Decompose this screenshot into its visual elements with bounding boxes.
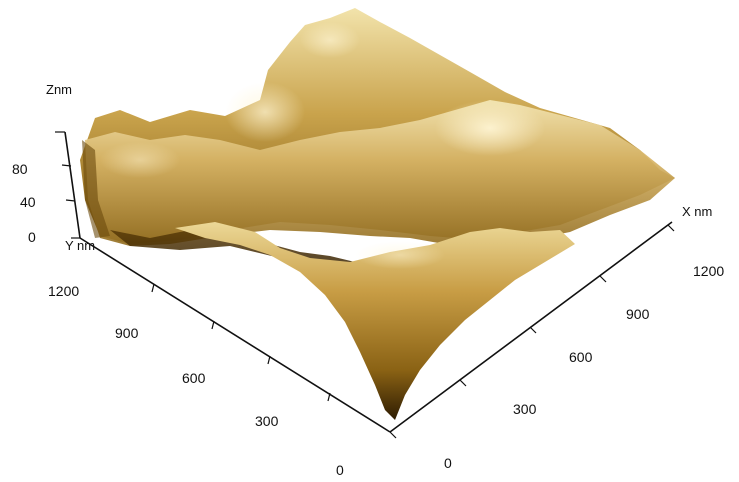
- x-axis-title: X nm: [682, 204, 712, 219]
- z-tick-label: 0: [28, 229, 36, 245]
- x-axis: X nm 1200 900 600 300 0: [444, 204, 724, 471]
- z-axis: Znm 80 40 0: [12, 82, 72, 245]
- x-tick-label: 600: [569, 349, 593, 365]
- x-axis-line: [389, 221, 673, 433]
- axes: [55, 131, 675, 439]
- y-tick-label: 1200: [48, 283, 79, 299]
- z-tick-label: 80: [12, 161, 28, 177]
- y-axis: Y nm 1200 900 600 300 0: [48, 238, 344, 478]
- y-tick-label: 300: [255, 413, 279, 429]
- y-tick-label: 600: [182, 370, 206, 386]
- x-tick-label: 900: [626, 306, 650, 322]
- surface-topography: [80, 8, 675, 420]
- y-axis-title: Y nm: [65, 238, 95, 253]
- z-tick-label: 40: [20, 194, 36, 210]
- y-tick-label: 900: [115, 325, 139, 341]
- y-axis-line: [79, 237, 391, 433]
- z-axis-title: Znm: [46, 82, 72, 97]
- x-tick-label: 1200: [693, 263, 724, 279]
- y-tick-label: 0: [336, 462, 344, 478]
- z-axis-line: [64, 131, 81, 239]
- x-tick-label: 0: [444, 455, 452, 471]
- x-tick-label: 300: [513, 401, 537, 417]
